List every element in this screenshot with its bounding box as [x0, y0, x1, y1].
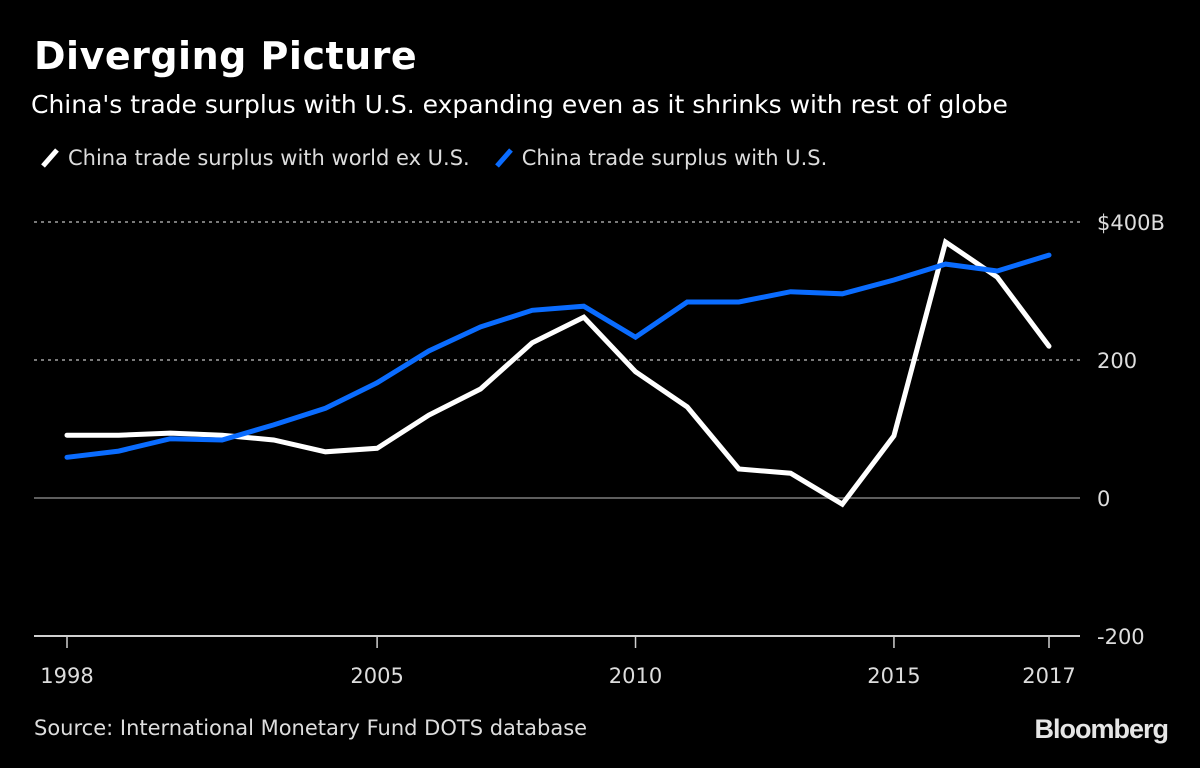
- x-tick-label: 2017: [1022, 664, 1075, 688]
- y-tick-label: -200: [1097, 625, 1145, 649]
- x-tick-label: 2005: [350, 664, 403, 688]
- bloomberg-logo: Bloomberg: [1034, 714, 1169, 744]
- legend: China trade surplus with world ex U.S. C…: [40, 146, 851, 170]
- legend-label-us: China trade surplus with U.S.: [521, 146, 828, 170]
- legend-swatch-us: [494, 148, 513, 168]
- chart-title: Diverging Picture: [34, 34, 418, 78]
- series-line-us: [64, 252, 1052, 460]
- y-tick-label: $400B: [1097, 211, 1165, 235]
- legend-swatch-world-ex-us: [41, 148, 59, 168]
- x-tick-label: 2015: [867, 664, 920, 688]
- legend-item-us: China trade surplus with U.S.: [494, 146, 828, 170]
- legend-item-world-ex-us: China trade surplus with world ex U.S.: [40, 146, 470, 170]
- y-tick-label: 0: [1097, 487, 1110, 511]
- legend-label-world-ex-us: China trade surplus with world ex U.S.: [68, 146, 470, 170]
- grid-layer: [34, 221, 1080, 499]
- series-layer: [64, 237, 1052, 508]
- y-tick-label: 200: [1097, 349, 1137, 373]
- x-tick-label: 1998: [40, 664, 93, 688]
- source-note: Source: International Monetary Fund DOTS…: [34, 716, 588, 740]
- x-tick-label: 2010: [609, 664, 662, 688]
- axis-layer: $400B 200 0 -200 1998 2005 2010 2015 2017: [34, 211, 1165, 688]
- chart-subtitle: China's trade surplus with U.S. expandin…: [31, 90, 1008, 119]
- series-line-world-ex-us: [64, 237, 1052, 508]
